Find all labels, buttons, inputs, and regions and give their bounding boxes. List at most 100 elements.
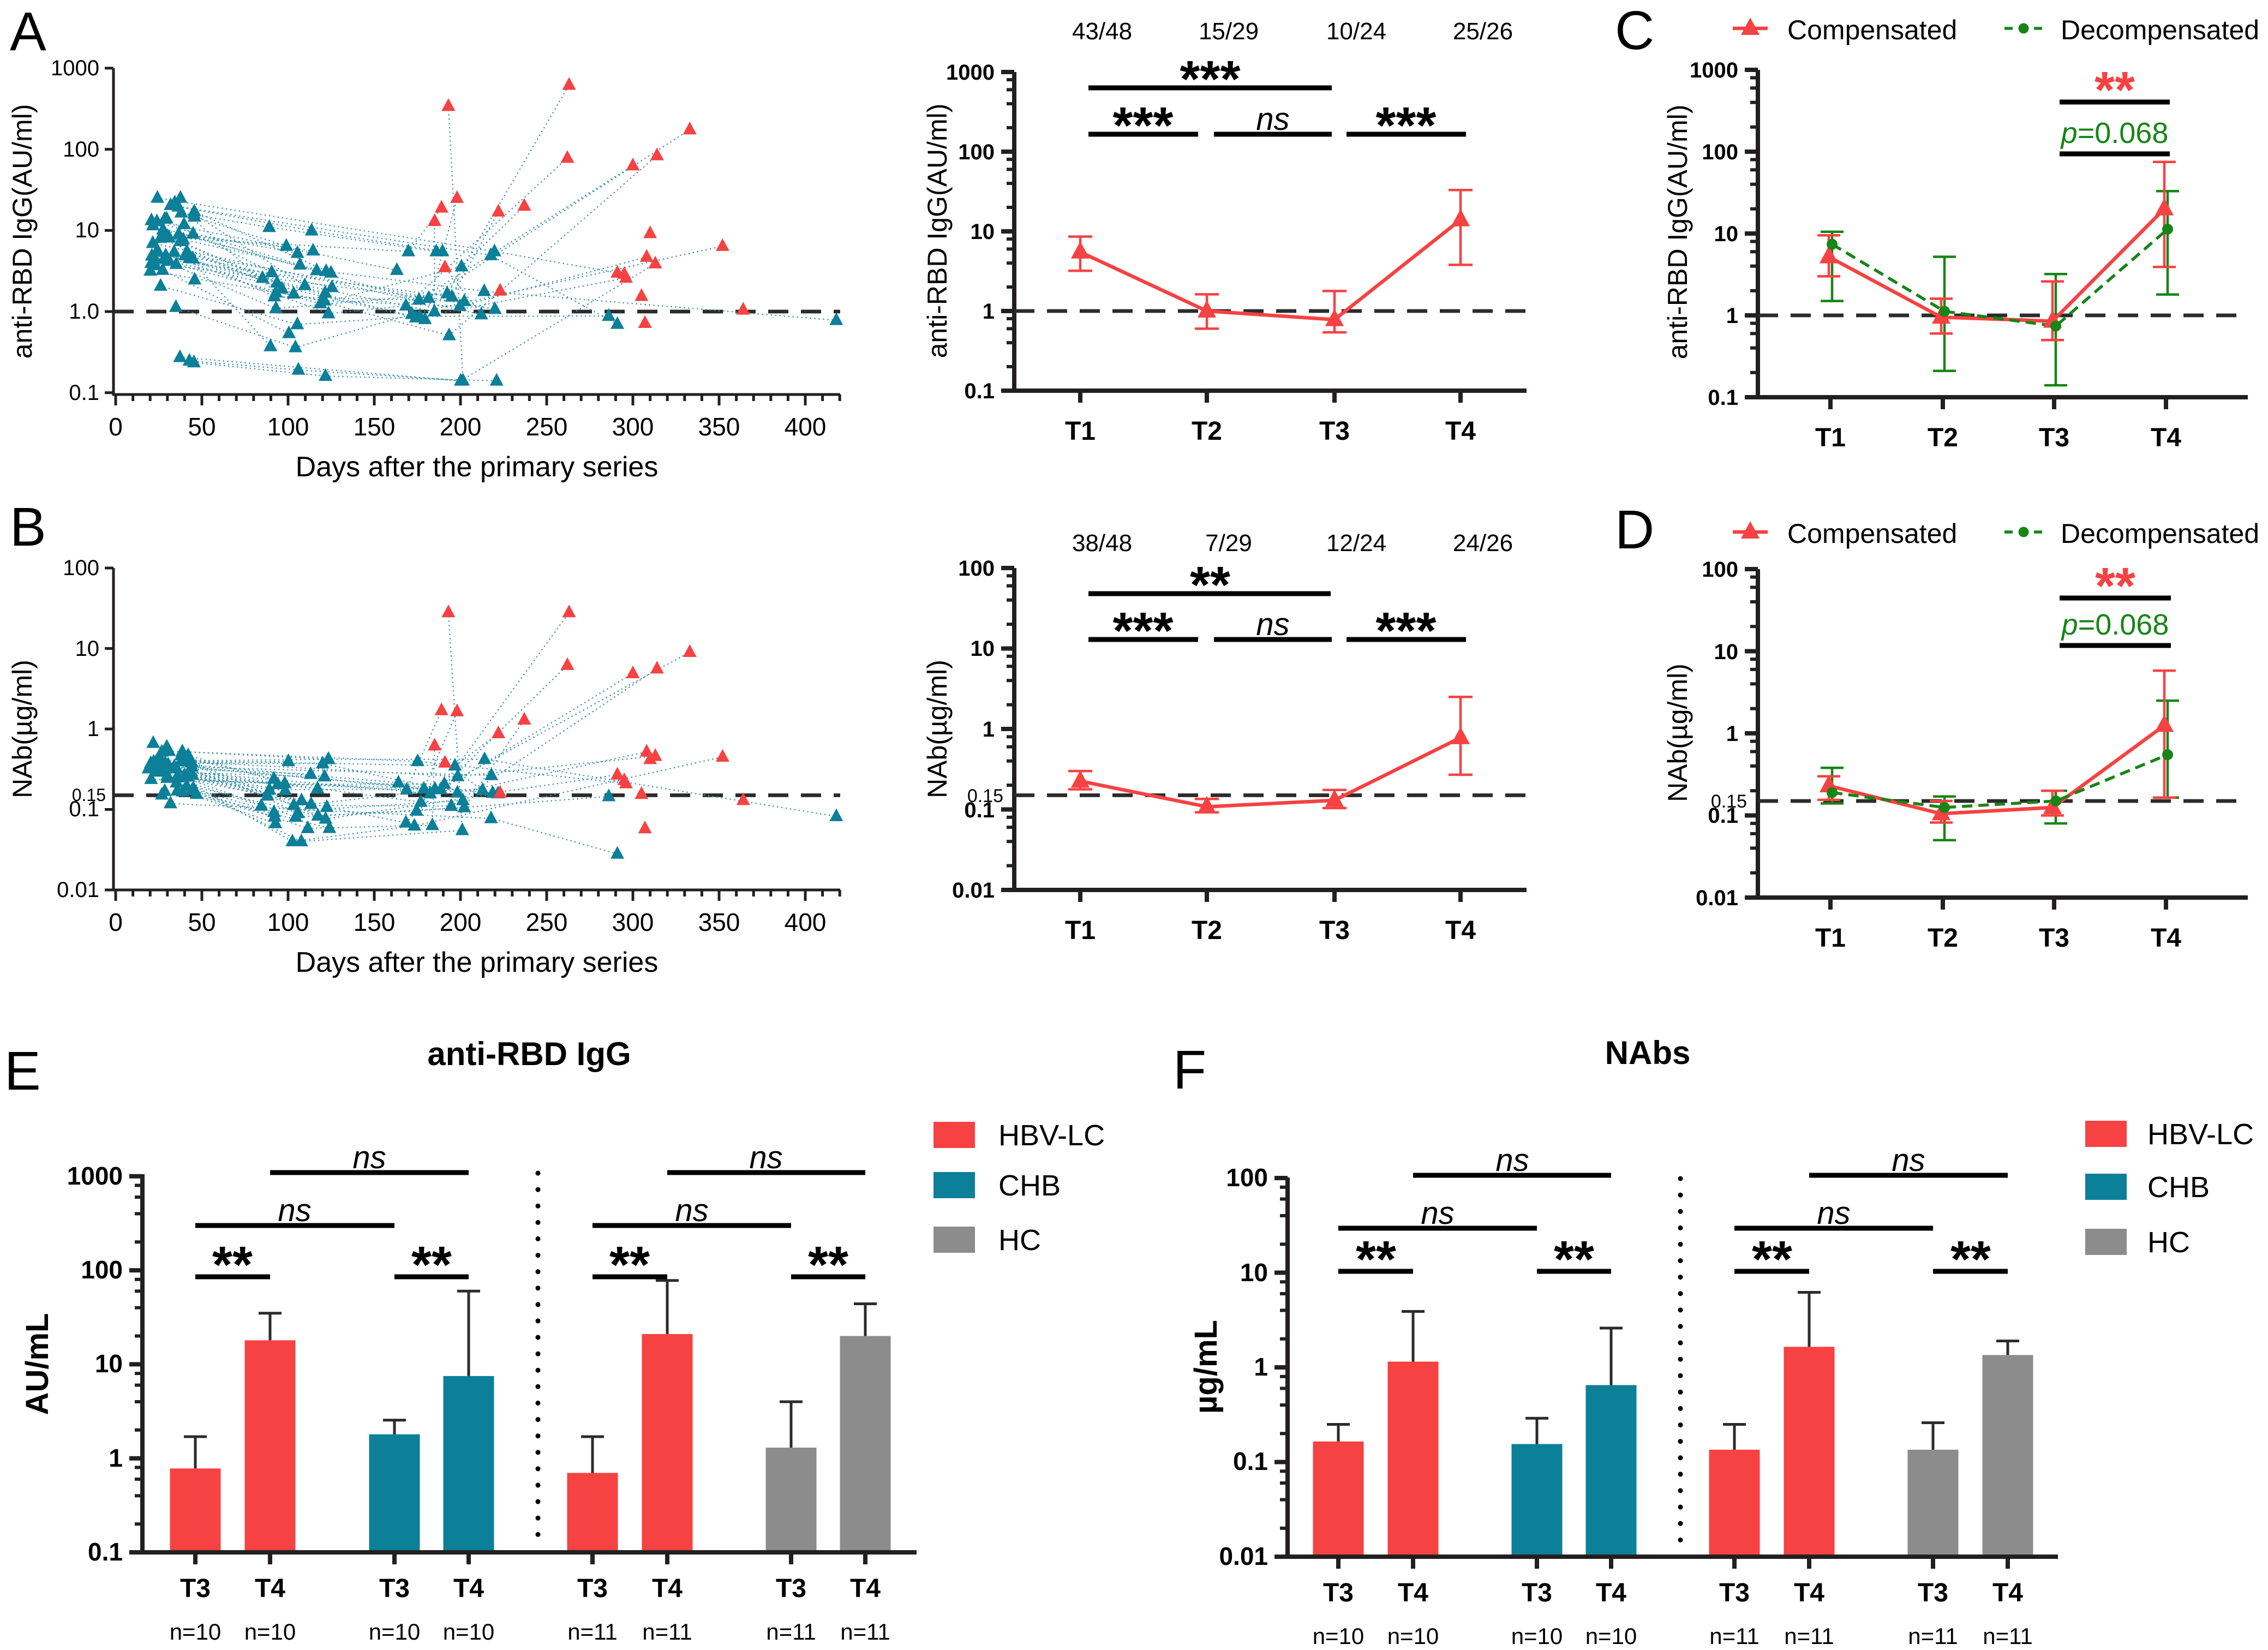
svg-text:ns: ns [1892, 1143, 1925, 1178]
svg-text:100: 100 [1702, 140, 1738, 164]
svg-text:T4: T4 [453, 1574, 484, 1603]
svg-text:0.1: 0.1 [69, 381, 99, 405]
svg-text:1.0: 1.0 [69, 300, 99, 324]
svg-text:ns: ns [278, 1193, 311, 1228]
svg-text:T4: T4 [1445, 916, 1476, 945]
svg-text:n=11: n=11 [642, 1619, 692, 1645]
svg-text:10: 10 [971, 637, 995, 661]
svg-text:NAb(µg/ml): NAb(µg/ml) [7, 660, 38, 798]
svg-text:T3: T3 [776, 1574, 806, 1603]
svg-text:250: 250 [526, 412, 568, 441]
svg-text:0.01: 0.01 [57, 878, 99, 902]
svg-text:ns: ns [1256, 101, 1289, 137]
svg-text:0.01: 0.01 [1696, 886, 1738, 910]
svg-text:T3: T3 [1719, 1579, 1750, 1607]
svg-text:200: 200 [440, 908, 482, 936]
svg-text:0.15: 0.15 [967, 786, 1003, 806]
svg-text:T2: T2 [1192, 916, 1222, 945]
svg-text:E: E [4, 1041, 41, 1102]
svg-text:1000: 1000 [1690, 58, 1738, 82]
svg-text:ns: ns [1495, 1143, 1529, 1178]
svg-text:Decompensated: Decompensated [2061, 15, 2259, 45]
svg-text:***: *** [1113, 602, 1174, 660]
svg-text:0.1: 0.1 [964, 379, 995, 403]
svg-text:ns: ns [1256, 607, 1289, 642]
svg-text:38/48: 38/48 [1072, 530, 1132, 557]
svg-text:25/26: 25/26 [1453, 18, 1513, 45]
svg-text:T4: T4 [2151, 423, 2181, 452]
svg-text:Days after the primary series: Days after the primary series [296, 451, 659, 483]
svg-text:10/24: 10/24 [1326, 18, 1386, 45]
svg-text:1000: 1000 [67, 1162, 123, 1190]
svg-text:***: *** [1376, 97, 1437, 154]
svg-text:1: 1 [983, 718, 995, 742]
svg-text:0.1: 0.1 [1708, 386, 1738, 410]
svg-text:10: 10 [971, 220, 995, 244]
svg-text:0.15: 0.15 [1711, 791, 1747, 812]
svg-text:0.15: 0.15 [72, 785, 106, 805]
svg-text:T4: T4 [850, 1574, 881, 1603]
svg-text:100: 100 [63, 556, 99, 580]
svg-text:ns: ns [1817, 1195, 1850, 1231]
svg-text:anti-RBD IgG(AU/ml): anti-RBD IgG(AU/ml) [7, 104, 38, 359]
svg-text:**: ** [212, 1236, 253, 1294]
svg-text:1: 1 [983, 300, 995, 324]
svg-text:AU/mL: AU/mL [20, 1313, 55, 1415]
svg-text:T3: T3 [1522, 1579, 1552, 1607]
svg-text:C: C [1615, 0, 1654, 61]
svg-text:n=10: n=10 [1387, 1623, 1439, 1647]
svg-text:0.01: 0.01 [1219, 1542, 1268, 1570]
svg-text:***: *** [1113, 97, 1174, 154]
svg-text:NAb(µg/ml): NAb(µg/ml) [922, 660, 953, 798]
svg-text:Days after the primary series: Days after the primary series [296, 947, 659, 978]
svg-text:HC: HC [2147, 1226, 2190, 1259]
svg-text:1000: 1000 [51, 56, 99, 80]
svg-text:D: D [1615, 499, 1654, 560]
svg-text:n=10: n=10 [369, 1619, 421, 1645]
svg-text:n=10: n=10 [1313, 1623, 1365, 1647]
svg-text:350: 350 [698, 908, 740, 936]
svg-text:µg/mL: µg/mL [1188, 1320, 1224, 1414]
svg-text:0.01: 0.01 [952, 878, 995, 902]
svg-text:n=11: n=11 [840, 1619, 890, 1645]
svg-text:**: ** [2095, 61, 2135, 119]
svg-text:100: 100 [958, 557, 995, 581]
svg-text:T1: T1 [1815, 423, 1846, 452]
svg-text:T4: T4 [1596, 1579, 1626, 1607]
svg-text:1: 1 [109, 1444, 123, 1472]
svg-text:ns: ns [749, 1140, 782, 1175]
svg-text:p=0.068: p=0.068 [2061, 608, 2169, 641]
svg-text:**: ** [1554, 1230, 1594, 1288]
svg-text:ns: ns [352, 1140, 386, 1175]
svg-text:n=11: n=11 [1784, 1623, 1834, 1647]
svg-text:T3: T3 [379, 1574, 410, 1603]
svg-text:7/29: 7/29 [1205, 530, 1252, 557]
svg-text:n=10: n=10 [244, 1619, 296, 1645]
svg-text:T2: T2 [1192, 417, 1222, 446]
svg-text:CHB: CHB [998, 1169, 1061, 1202]
svg-text:300: 300 [612, 412, 654, 441]
svg-text:Decompensated: Decompensated [2061, 518, 2259, 549]
svg-text:T3: T3 [2039, 423, 2069, 452]
svg-text:n=10: n=10 [170, 1619, 222, 1645]
svg-text:**: ** [411, 1236, 452, 1294]
svg-text:1: 1 [1254, 1353, 1268, 1381]
svg-text:HBV-LC: HBV-LC [998, 1119, 1105, 1152]
svg-text:T3: T3 [577, 1574, 608, 1603]
svg-text:T4: T4 [1445, 417, 1476, 446]
svg-text:**: ** [1950, 1230, 1991, 1288]
svg-text:T1: T1 [1815, 924, 1846, 953]
svg-text:T3: T3 [1918, 1579, 1948, 1607]
svg-text:0: 0 [109, 412, 123, 441]
svg-text:1: 1 [1726, 304, 1738, 328]
svg-text:50: 50 [188, 908, 216, 936]
svg-text:NAb(µg/ml): NAb(µg/ml) [1662, 663, 1693, 802]
svg-text:n=11: n=11 [1709, 1623, 1760, 1647]
svg-text:**: ** [808, 1236, 848, 1294]
svg-text:n=10: n=10 [1585, 1623, 1637, 1647]
svg-text:***: *** [1180, 50, 1241, 108]
svg-text:T4: T4 [1992, 1579, 2023, 1607]
svg-text:n=11: n=11 [766, 1619, 816, 1645]
svg-text:F: F [1173, 1039, 1206, 1101]
svg-text:T1: T1 [1065, 916, 1096, 945]
